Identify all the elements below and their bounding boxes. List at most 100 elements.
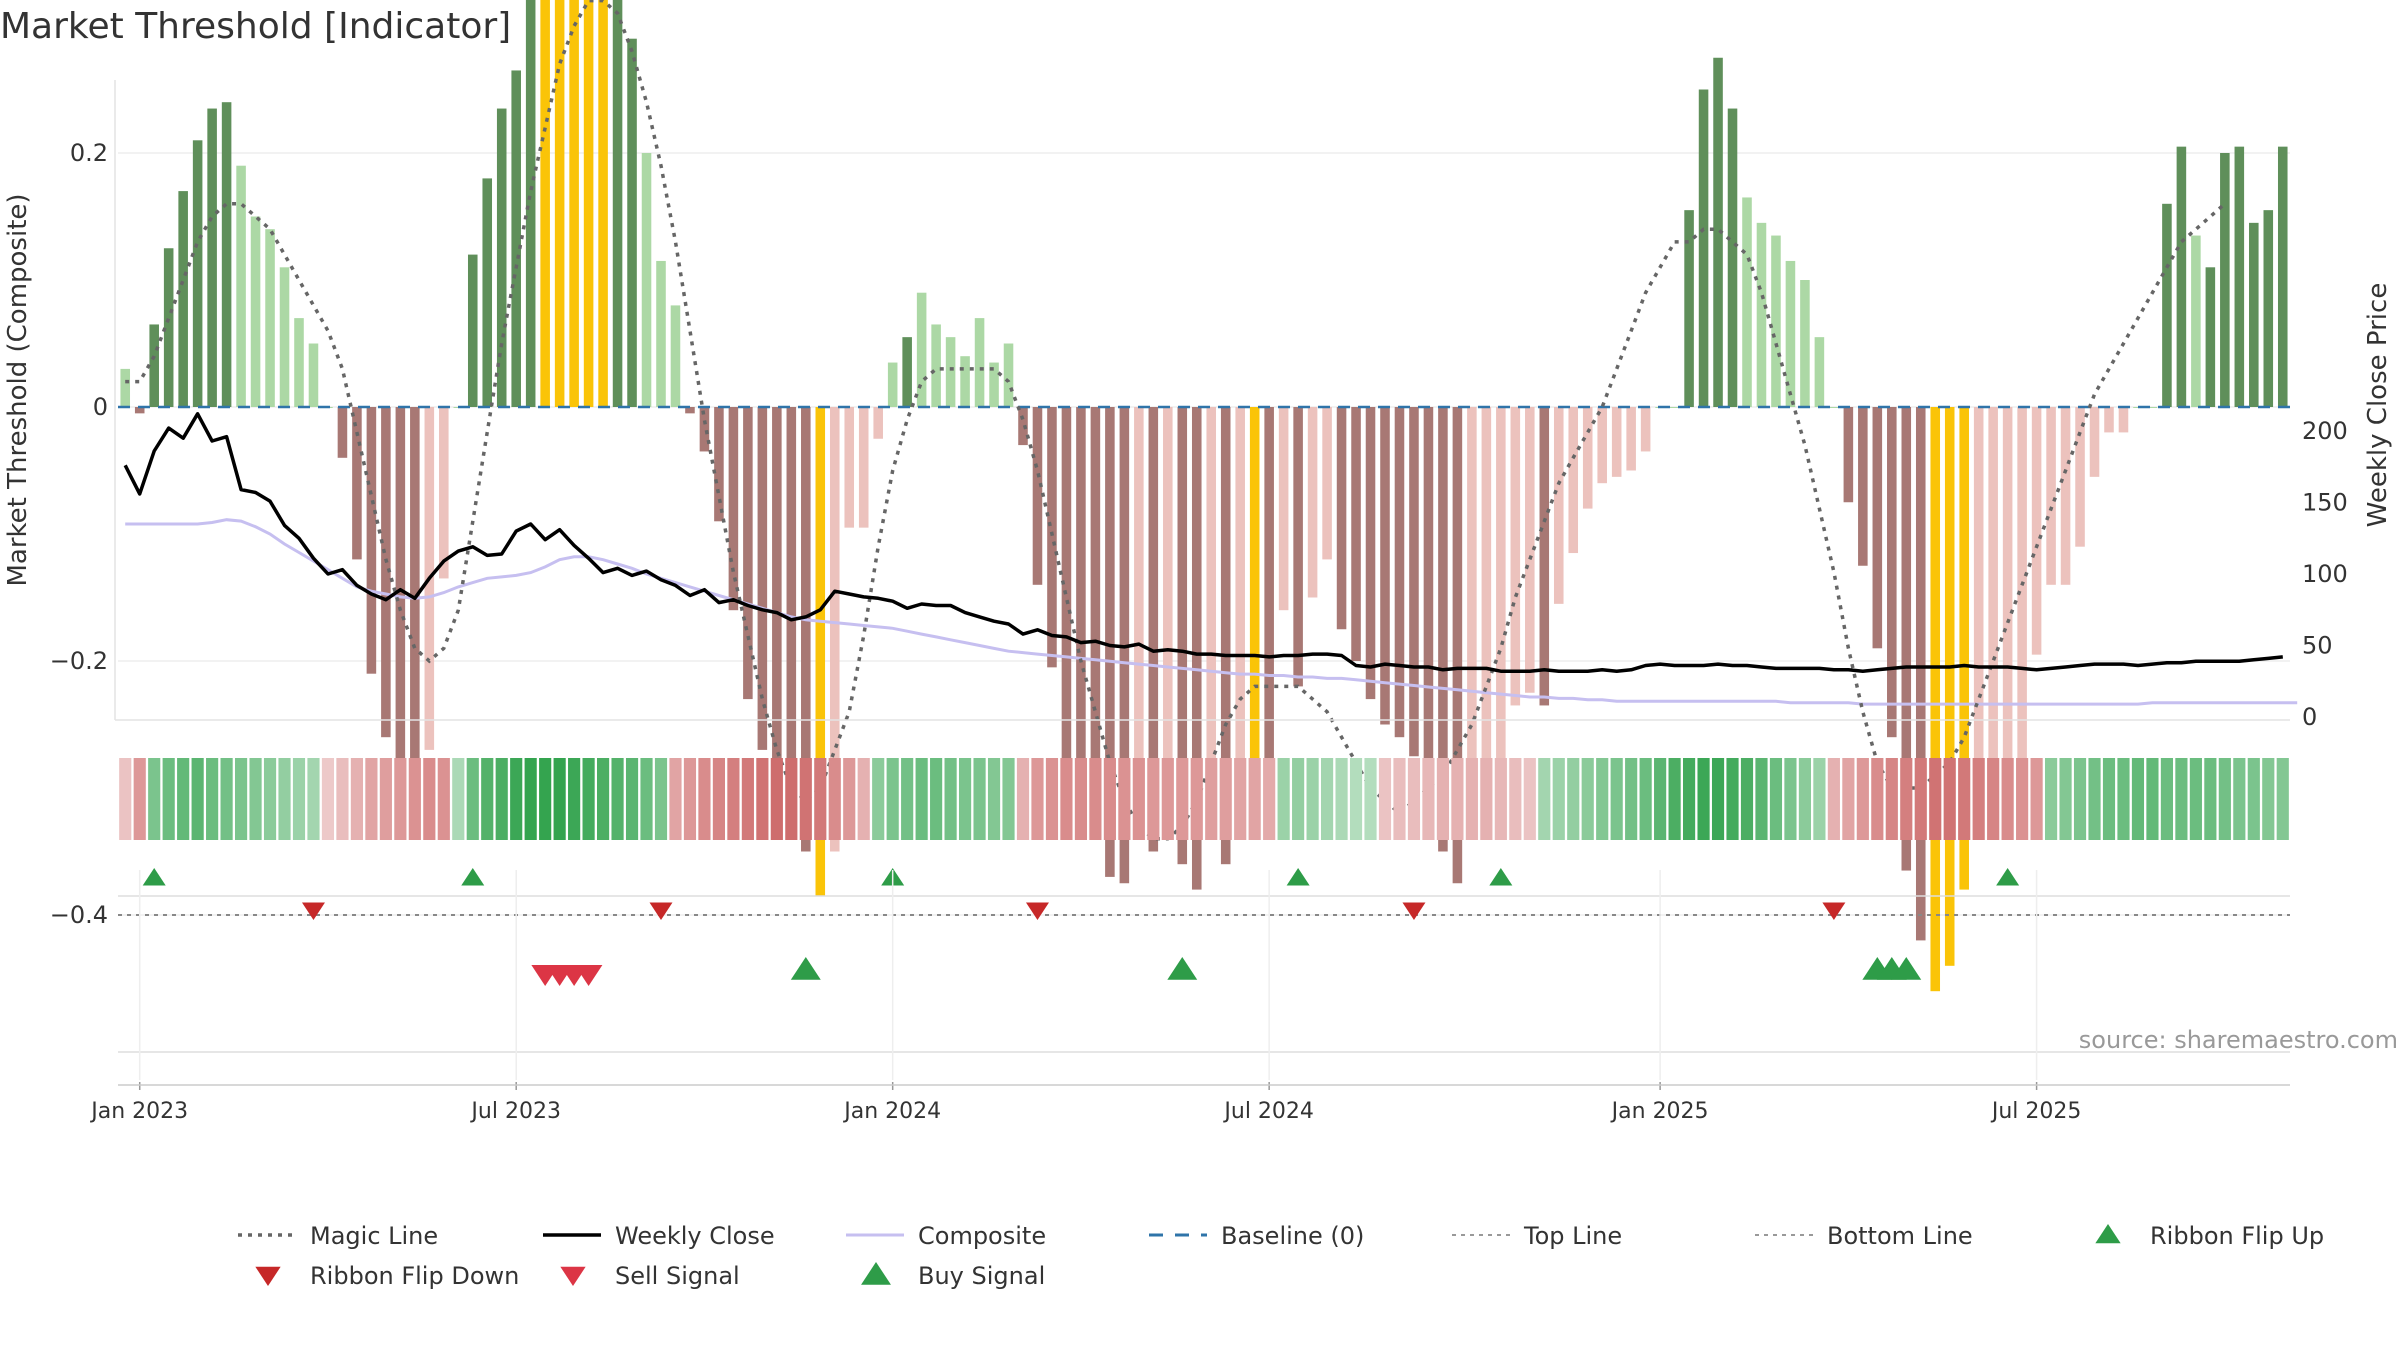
legend-label-2: Composite <box>918 1222 1046 1250</box>
ribbon-cell-130 <box>2001 758 2014 840</box>
bar-11 <box>279 267 290 407</box>
bar-130 <box>2002 407 2013 788</box>
ribbon-cell-113 <box>1755 758 1768 840</box>
ribbon-cell-69 <box>1118 758 1131 840</box>
ribbon-cell-38 <box>669 758 682 840</box>
bar-73 <box>1177 407 1188 865</box>
legend-label-4: Top Line <box>1523 1222 1622 1250</box>
bar-74 <box>1191 407 1202 890</box>
ribbon-cell-67 <box>1089 758 1102 840</box>
bar-5 <box>192 140 203 408</box>
chart-title: Market Threshold [Indicator] <box>0 6 511 47</box>
bar-63 <box>1032 407 1043 585</box>
series-lines <box>123 0 2298 841</box>
bar-132 <box>2031 407 2042 655</box>
bar-97 <box>1525 407 1535 693</box>
ribbon-cell-94 <box>1480 758 1493 840</box>
bar-35 <box>627 38 637 407</box>
x-axis-ticks: Jan 2023 Jul 2023 Jan 2024 Jul 2024 Jan 2025… <box>89 870 2290 1124</box>
bar-95 <box>1496 407 1506 763</box>
ribbon-cell-126 <box>1943 758 1956 840</box>
y-right-tick-2: 100 <box>2302 560 2348 588</box>
bar-48 <box>815 407 826 896</box>
ribbon-cell-93 <box>1465 758 1478 840</box>
x-tick-2: Jan 2024 <box>842 1099 941 1124</box>
bar-86 <box>1365 407 1376 700</box>
bar-149 <box>2277 146 2288 407</box>
bar-52 <box>873 407 883 439</box>
ribbon-flip-up-5 <box>1996 868 2020 886</box>
y-left-tick-2: 0 <box>93 393 108 421</box>
ribbon-cell-57 <box>944 758 957 840</box>
bar-126 <box>1944 407 1955 966</box>
bar-30 <box>554 0 565 407</box>
bar-55 <box>916 292 927 407</box>
ribbon-cell-99 <box>1552 758 1565 840</box>
ribbon-cell-112 <box>1740 758 1754 840</box>
bar-141 <box>2162 203 2172 407</box>
ribbon-cell-133 <box>2044 758 2058 840</box>
bar-123 <box>1901 407 1912 871</box>
bar-133 <box>2046 407 2056 585</box>
legend-item-3: Baseline (0) <box>1149 1222 1364 1250</box>
ribbon-flip-down-3 <box>1402 902 1426 920</box>
bar-10 <box>265 229 275 407</box>
bar-122 <box>1887 407 1897 738</box>
bar-120 <box>1858 407 1868 566</box>
ribbon-cell-96 <box>1509 758 1522 840</box>
ribbon-cell-77 <box>1234 758 1247 840</box>
ribbon-flip-down-4 <box>1822 902 1846 920</box>
ribbon-cell-87 <box>1378 758 1392 840</box>
ribbon-cell-141 <box>2160 758 2174 840</box>
bar-58 <box>960 356 970 407</box>
ribbon-cell-17 <box>365 758 378 840</box>
ribbon-cell-55 <box>915 758 928 840</box>
ribbon-cell-119 <box>1842 758 1855 840</box>
ribbon-cell-132 <box>2030 758 2043 840</box>
ribbon-cell-45 <box>770 758 783 840</box>
ribbon-cell-7 <box>220 758 233 840</box>
ribbon-cell-54 <box>901 758 914 840</box>
bar-50 <box>844 407 855 528</box>
ribbon-cell-109 <box>1697 758 1710 840</box>
bar-110 <box>1713 57 1723 407</box>
legend-item-7: Ribbon Flip Down <box>255 1262 519 1290</box>
ribbon-cell-58 <box>958 758 972 840</box>
buy-signal-1 <box>1167 957 1198 980</box>
ribbon-cell-21 <box>423 758 436 840</box>
bar-114 <box>1771 235 1781 407</box>
ribbon-cell-2 <box>148 758 161 840</box>
ribbon-cell-49 <box>828 758 841 840</box>
ribbon-cell-61 <box>1002 758 1015 840</box>
bar-140 <box>2147 407 2158 408</box>
legend-item-5: Bottom Line <box>1755 1222 1973 1250</box>
bar-39 <box>685 407 695 414</box>
ribbon-cell-15 <box>336 758 349 840</box>
bar-118 <box>1829 407 1839 408</box>
ribbon-cell-66 <box>1074 758 1088 840</box>
bar-84 <box>1336 407 1347 630</box>
ribbon-cell-31 <box>568 758 581 840</box>
ribbon-cell-71 <box>1147 758 1160 840</box>
ribbon-cell-42 <box>727 758 740 840</box>
legend-label-7: Ribbon Flip Down <box>310 1262 519 1290</box>
bar-7 <box>221 102 232 407</box>
legend-label-9: Buy Signal <box>918 1262 1045 1290</box>
ribbon-cell-53 <box>886 758 899 840</box>
ribbon-flip-up-4 <box>1489 868 1513 886</box>
bar-70 <box>1134 407 1144 827</box>
bar-57 <box>945 337 956 407</box>
bar-8 <box>236 165 246 407</box>
ribbon-cell-145 <box>2218 758 2231 840</box>
ribbon-cell-143 <box>2189 758 2202 840</box>
ribbon-cell-9 <box>249 758 262 840</box>
ribbon-cell-35 <box>625 758 639 840</box>
bar-13 <box>308 343 319 407</box>
ribbon-cell-149 <box>2276 758 2289 840</box>
bar-134 <box>2060 407 2071 585</box>
ribbon-cell-10 <box>263 758 277 840</box>
composite-line <box>125 518 2298 706</box>
bar-102 <box>1597 407 1607 484</box>
